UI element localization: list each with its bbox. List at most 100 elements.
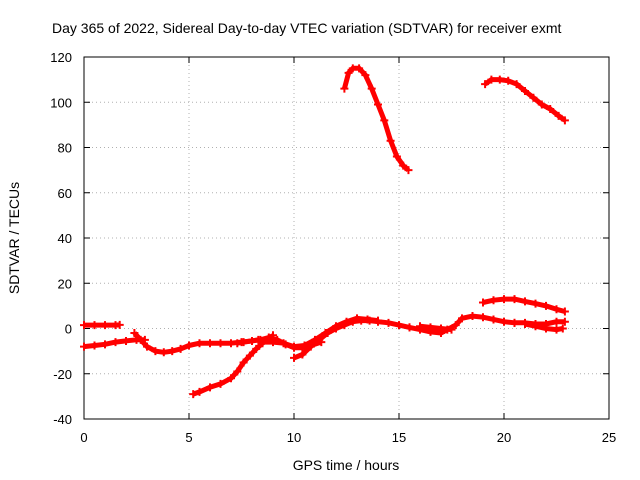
- data-point: [227, 374, 235, 383]
- x-axis-title: GPS time / hours: [293, 457, 400, 473]
- y-tick-label: 20: [58, 276, 72, 291]
- data-point: [252, 344, 261, 353]
- data-point: [143, 342, 151, 351]
- data-point: [332, 322, 340, 331]
- series-s3: [80, 320, 124, 330]
- data-point: [489, 296, 498, 305]
- data-point: [437, 324, 445, 333]
- data-point: [392, 152, 401, 161]
- data-point: [479, 313, 487, 322]
- y-tick-label: -40: [53, 412, 72, 427]
- series-line: [419, 323, 452, 333]
- data-point: [90, 321, 99, 330]
- data-point: [560, 116, 569, 125]
- x-tick-label: 10: [287, 430, 301, 445]
- series-s11: [416, 322, 456, 334]
- y-tick-label: 100: [50, 95, 72, 110]
- data-point: [560, 317, 569, 326]
- y-axis-title: SDTVAR / TECUs: [6, 182, 22, 294]
- data-point: [529, 93, 538, 102]
- data-point: [321, 329, 330, 338]
- data-point: [560, 307, 569, 316]
- x-tick-label: 20: [497, 430, 511, 445]
- data-point: [558, 324, 567, 333]
- y-axis: -40 -20 0 20 40 60 80 100 120: [50, 50, 609, 427]
- data-point: [342, 317, 351, 326]
- data-point: [245, 351, 254, 360]
- grid: [84, 57, 609, 419]
- data-point: [195, 387, 204, 396]
- data-point: [279, 339, 288, 348]
- data-point: [248, 336, 256, 345]
- data-point: [542, 301, 550, 310]
- y-tick-label: 120: [50, 50, 72, 65]
- data-point: [290, 342, 298, 351]
- series-s1: [340, 64, 413, 175]
- data-point: [130, 329, 139, 338]
- data-point: [344, 68, 353, 77]
- series-s2: [481, 75, 569, 125]
- data-point: [353, 314, 361, 323]
- data-point: [206, 339, 214, 348]
- data-point: [363, 315, 372, 324]
- data-point: [552, 305, 561, 314]
- data-point: [554, 111, 563, 120]
- data-point: [233, 339, 242, 348]
- data-point: [115, 320, 124, 329]
- x-tick-label: 15: [392, 430, 406, 445]
- data-point: [504, 76, 513, 85]
- data-point: [510, 295, 519, 304]
- series-s9: [258, 314, 382, 351]
- data-point: [216, 339, 225, 348]
- series-s8: [290, 316, 414, 362]
- data-point: [258, 338, 267, 347]
- data-point: [458, 314, 466, 323]
- data-point: [80, 342, 88, 351]
- y-tick-label: 0: [65, 322, 72, 337]
- series-s14: [521, 319, 567, 334]
- data-point: [298, 350, 307, 359]
- data-point: [489, 315, 498, 324]
- x-tick-label: 25: [602, 430, 616, 445]
- y-tick-label: 80: [58, 141, 72, 156]
- data-point: [122, 336, 130, 345]
- data-point: [404, 166, 413, 175]
- data-point: [416, 322, 424, 331]
- x-axis: 0 5 10 15 20 25: [80, 57, 616, 445]
- data-point: [521, 297, 529, 306]
- data-point: [537, 100, 546, 109]
- data-point: [512, 80, 521, 89]
- data-point: [552, 325, 561, 334]
- data-point: [487, 75, 496, 84]
- data-point: [426, 323, 435, 332]
- data-point: [546, 105, 555, 114]
- data-point: [405, 323, 414, 332]
- data-point: [239, 338, 248, 347]
- data-point: [531, 299, 540, 308]
- data-point: [521, 319, 529, 328]
- data-point: [380, 116, 389, 125]
- data-point: [101, 321, 109, 330]
- data-point: [290, 353, 298, 362]
- data-point: [495, 75, 504, 84]
- data-point: [216, 379, 225, 388]
- data-point: [500, 295, 508, 304]
- y-tick-label: 40: [58, 231, 72, 246]
- data-point: [176, 344, 185, 353]
- chart-title: Day 365 of 2022, Sidereal Day-to-day VTE…: [52, 20, 561, 36]
- x-tick-label: 5: [185, 430, 192, 445]
- data-point: [189, 390, 198, 399]
- data-point: [384, 318, 393, 327]
- data-point: [168, 347, 177, 356]
- data-point: [521, 86, 529, 95]
- data-point: [206, 383, 214, 392]
- data-point: [374, 316, 382, 325]
- data-point: [185, 341, 193, 350]
- data-point: [552, 317, 561, 326]
- data-point: [355, 64, 364, 73]
- series-group: [80, 64, 569, 399]
- data-point: [395, 321, 403, 330]
- data-point: [542, 324, 550, 333]
- series-line: [341, 65, 411, 172]
